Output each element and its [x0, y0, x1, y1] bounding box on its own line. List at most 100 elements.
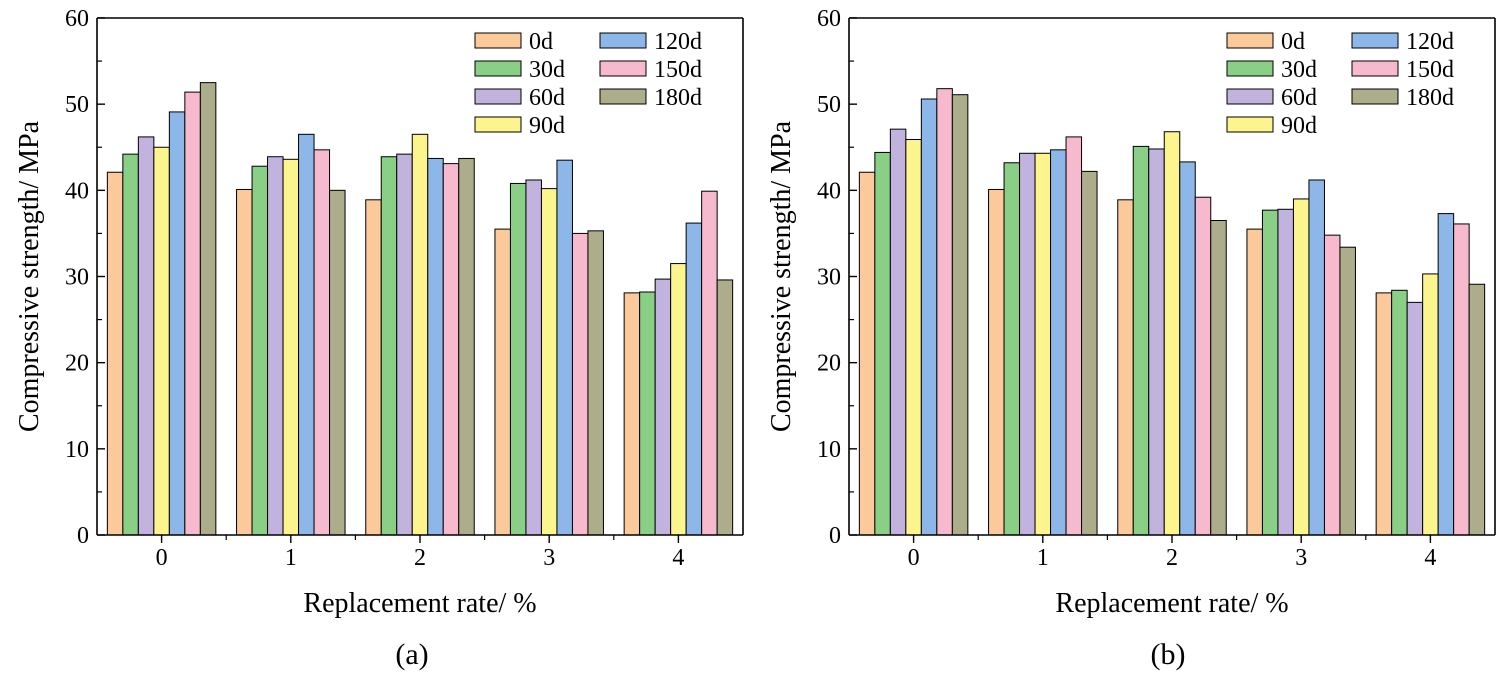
panel-label-b: (b)	[1150, 638, 1186, 671]
x-axis-title: Replacement rate/ %	[303, 588, 536, 619]
y-tick-label: 30	[65, 265, 89, 291]
legend-swatch-90d	[474, 116, 522, 133]
legend-swatch-150d	[599, 60, 647, 77]
legend-swatch-150d	[1351, 60, 1399, 77]
y-tick-label: 50	[817, 92, 841, 118]
y-tick-label: 0	[829, 523, 841, 549]
bar-150d-rate-0	[184, 91, 201, 536]
x-tick-label: 1	[285, 545, 297, 571]
bar-90d-rate-0	[905, 139, 922, 536]
y-tick-label: 40	[65, 178, 89, 204]
bar-30d-rate-0	[122, 153, 139, 536]
bar-180d-rate-3	[587, 230, 604, 536]
bar-90d-rate-3	[540, 188, 558, 536]
bar-180d-rate-0	[951, 94, 969, 536]
legend-swatch-180d	[1351, 88, 1399, 105]
bar-150d-rate-1	[1065, 136, 1083, 536]
bar-30d-rate-0	[874, 151, 891, 536]
bar-150d-rate-1	[313, 149, 331, 536]
legend-label-0d: 0d	[529, 29, 553, 55]
y-tick-label: 50	[65, 92, 89, 118]
bar-0d-rate-0	[858, 171, 876, 536]
x-tick-label: 2	[1166, 545, 1178, 571]
bar-150d-rate-2	[442, 163, 460, 536]
legend-swatch-60d	[474, 88, 522, 105]
bar-180d-rate-2	[1210, 219, 1227, 536]
bar-60d-rate-4	[654, 278, 672, 536]
bar-60d-rate-1	[267, 156, 284, 536]
bar-180d-rate-4	[1468, 283, 1486, 536]
legend-label-60d: 60d	[529, 85, 565, 111]
bar-180d-rate-4	[716, 279, 734, 536]
bar-120d-rate-4	[685, 222, 703, 536]
bar-150d-rate-2	[1194, 196, 1212, 536]
y-tick-label: 20	[65, 351, 89, 377]
bar-0d-rate-1	[988, 188, 1005, 536]
bar-0d-rate-4	[1375, 292, 1393, 536]
bar-0d-rate-2	[365, 199, 382, 536]
bar-chart-a: 0 10 20 30 40 50 60 0 1 2 3 4 Replacement rate/ % Com…	[14, 6, 744, 619]
legend-label-30d: 30d	[1281, 57, 1317, 83]
legend-label-30d: 30d	[529, 57, 565, 83]
bar-60d-rate-1	[1019, 152, 1036, 536]
legend-label-150d: 150d	[654, 57, 702, 83]
bar-60d-rate-0	[137, 136, 155, 536]
bar-30d-rate-2	[380, 156, 398, 536]
legend-swatch-90d	[1226, 116, 1274, 133]
legend-label-120d: 120d	[654, 29, 702, 55]
legend-swatch-120d	[1351, 32, 1399, 49]
legend-swatch-30d	[474, 60, 522, 77]
y-tick-label: 10	[817, 437, 841, 463]
bar-90d-rate-2	[411, 133, 429, 536]
legend-swatch-30d	[1226, 60, 1274, 77]
bar-90d-rate-1	[1034, 152, 1052, 536]
bar-0d-rate-3	[1246, 228, 1263, 536]
chart-panel-a: 0 10 20 30 40 50 60 0 1 2 3 4 Replacement rate/ % Com…	[14, 6, 744, 671]
x-tick-label: 0	[156, 545, 168, 571]
panel-label-a: (a)	[395, 638, 429, 671]
bar-60d-rate-3	[1277, 208, 1294, 536]
bar-120d-rate-2	[1179, 161, 1196, 536]
legend-label-150d: 150d	[1406, 57, 1454, 83]
bar-30d-rate-2	[1132, 145, 1150, 536]
x-tick-label: 1	[1037, 545, 1049, 571]
bar-150d-rate-0	[936, 88, 953, 536]
legend-label-90d: 90d	[1281, 113, 1317, 139]
legend-swatch-0d	[1226, 32, 1274, 49]
legend-label-180d: 180d	[654, 85, 702, 111]
y-tick-label: 10	[65, 437, 89, 463]
legend-swatch-120d	[599, 32, 647, 49]
bar-150d-rate-3	[1323, 234, 1341, 536]
x-tick-label: 0	[908, 545, 920, 571]
legend-label-90d: 90d	[529, 113, 565, 139]
x-tick-label: 3	[543, 545, 555, 571]
y-tick-label: 20	[817, 351, 841, 377]
legend-swatch-60d	[1226, 88, 1274, 105]
x-tick-label: 4	[1424, 545, 1436, 571]
bar-30d-rate-1	[1003, 162, 1021, 536]
y-tick-label: 60	[65, 6, 89, 32]
bar-120d-rate-1	[298, 133, 315, 536]
bar-60d-rate-2	[396, 153, 413, 536]
x-axis-title: Replacement rate/ %	[1055, 588, 1288, 619]
bar-0d-rate-1	[236, 188, 253, 536]
bar-chart-b: 0 10 20 30 40 50 60 0 1 2 3 4 Replacement rate/ % Com…	[766, 6, 1496, 619]
y-axis-title: Compressive strength/ MPa	[766, 120, 797, 432]
chart-panel-b: 0 10 20 30 40 50 60 0 1 2 3 4 Replacement rate/ % Com…	[752, 0, 1500, 678]
legend-label-180d: 180d	[1406, 85, 1454, 111]
y-tick-label: 40	[817, 178, 841, 204]
bar-30d-rate-3	[509, 182, 527, 536]
legend-swatch-0d	[474, 32, 522, 49]
bar-120d-rate-0	[920, 98, 938, 536]
y-tick-label: 0	[77, 523, 89, 549]
bar-180d-rate-1	[1081, 170, 1098, 536]
bar-60d-rate-2	[1148, 148, 1165, 536]
x-tick-label: 3	[1295, 545, 1307, 571]
bar-0d-rate-0	[106, 171, 124, 536]
y-tick-label: 30	[817, 265, 841, 291]
bar-150d-rate-3	[571, 232, 589, 536]
bar-120d-rate-3	[1308, 179, 1325, 536]
bar-60d-rate-4	[1406, 301, 1424, 536]
